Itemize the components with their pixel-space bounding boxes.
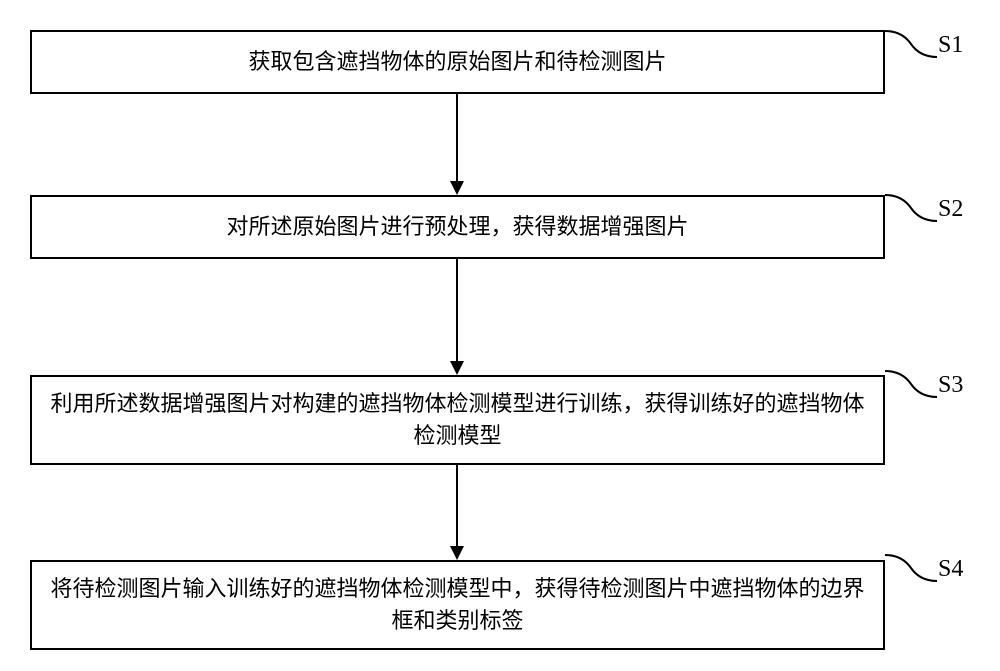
- bracket-s4: [884, 554, 938, 582]
- step-label-text: S2: [938, 196, 963, 222]
- flow-step-s1: 获取包含遮挡物体的原始图片和待检测图片: [30, 30, 885, 94]
- bracket-s3: [884, 370, 938, 398]
- step-label-s3: S3: [938, 372, 963, 399]
- flow-step-s2: 对所述原始图片进行预处理，获得数据增强图片: [30, 195, 885, 259]
- flowchart-canvas: 获取包含遮挡物体的原始图片和待检测图片 对所述原始图片进行预处理，获得数据增强图…: [0, 0, 1000, 671]
- flow-step-text: 对所述原始图片进行预处理，获得数据增强图片: [226, 211, 688, 243]
- step-label-s4: S4: [938, 556, 963, 583]
- step-label-text: S1: [938, 32, 963, 58]
- step-label-s1: S1: [938, 32, 963, 59]
- arrow-s2-s3: [447, 259, 467, 375]
- step-label-s2: S2: [938, 196, 963, 223]
- bracket-s2: [884, 194, 938, 222]
- arrow-s1-s2: [447, 94, 467, 195]
- arrow-s3-s4: [447, 465, 467, 560]
- flow-step-text: 获取包含遮挡物体的原始图片和待检测图片: [248, 46, 666, 78]
- flow-step-text: 利用所述数据增强图片对构建的遮挡物体检测模型进行训练，获得训练好的遮挡物体检测模…: [46, 388, 869, 452]
- flow-step-text: 将待检测图片输入训练好的遮挡物体检测模型中，获得待检测图片中遮挡物体的边界框和类…: [46, 573, 869, 637]
- bracket-s1: [884, 30, 938, 58]
- step-label-text: S4: [938, 556, 963, 582]
- step-label-text: S3: [938, 372, 963, 398]
- flow-step-s4: 将待检测图片输入训练好的遮挡物体检测模型中，获得待检测图片中遮挡物体的边界框和类…: [30, 560, 885, 650]
- flow-step-s3: 利用所述数据增强图片对构建的遮挡物体检测模型进行训练，获得训练好的遮挡物体检测模…: [30, 375, 885, 465]
